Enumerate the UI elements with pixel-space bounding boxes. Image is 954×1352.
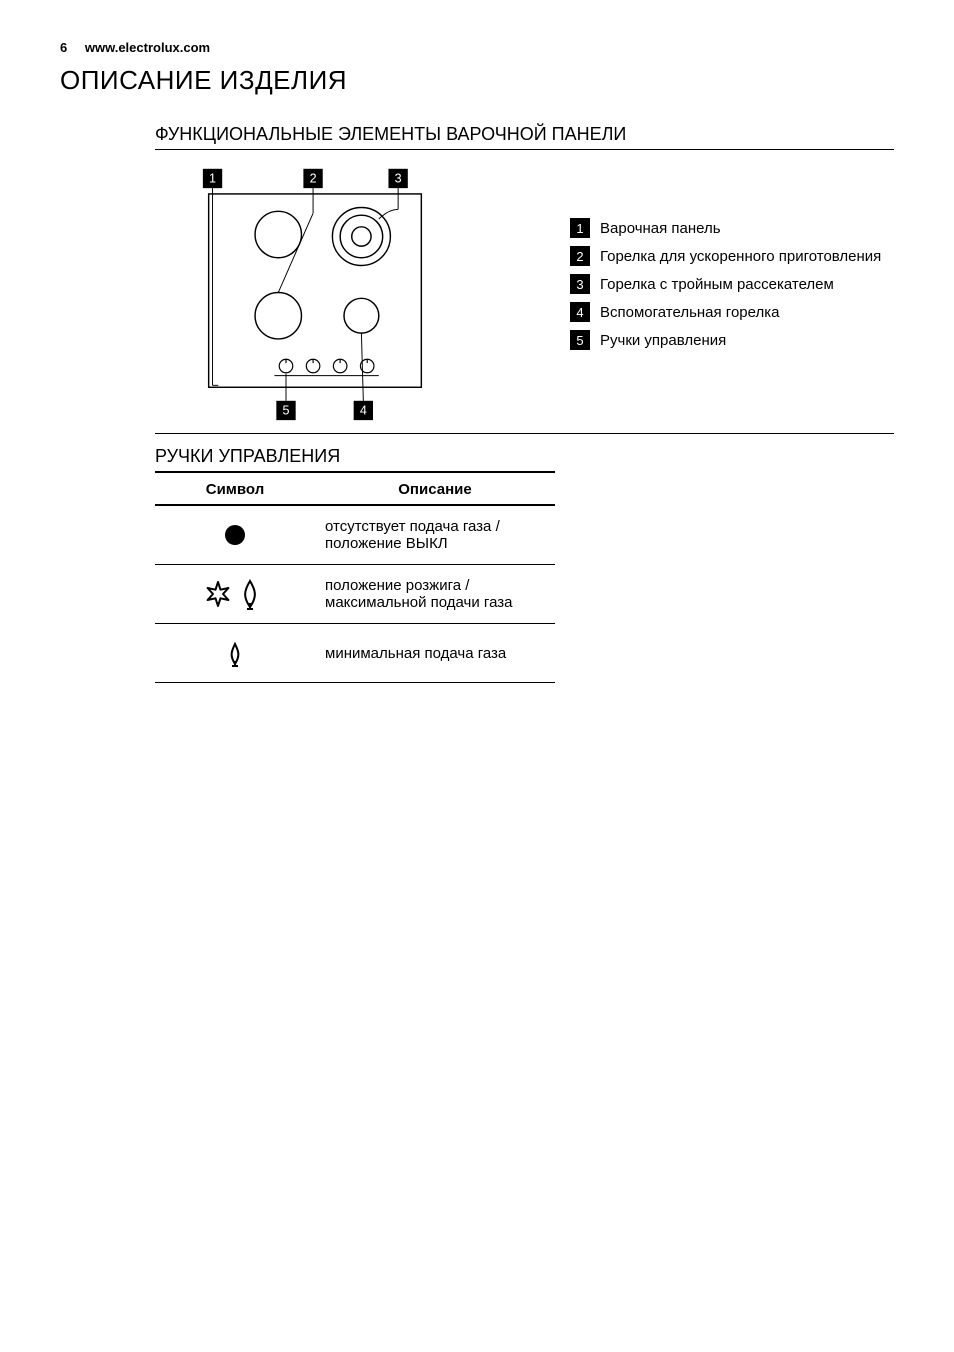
hob-diagram: 1 2 3 5 4 xyxy=(170,162,460,425)
legend-text: Горелка с тройным рассекателем xyxy=(600,276,834,293)
table-row: положение розжи­га / максимальной подачи… xyxy=(155,565,555,624)
spark-and-large-flame-icon xyxy=(190,573,280,615)
table-header-symbol: Символ xyxy=(155,472,315,505)
site-url: www.electrolux.com xyxy=(85,40,210,55)
filled-circle-icon xyxy=(190,514,280,556)
legend-badge: 5 xyxy=(570,330,590,350)
legend-list: 1 Варочная панель 2 Горелка для ускоренного… xyxy=(570,162,881,358)
legend-badge: 4 xyxy=(570,302,590,322)
section-knobs-heading: РУЧКИ УПРАВЛЕНИЯ xyxy=(155,446,894,467)
symbol-cell xyxy=(155,624,315,683)
symbol-cell xyxy=(155,565,315,624)
divider xyxy=(155,433,894,434)
svg-text:2: 2 xyxy=(310,171,317,185)
desc-cell: положение розжи­га / максимальной подачи… xyxy=(315,565,555,624)
page-header: 6 www.electrolux.com xyxy=(60,40,894,55)
svg-text:5: 5 xyxy=(283,403,290,417)
legend-text: Варочная панель xyxy=(600,220,721,237)
legend-item: 1 Варочная панель xyxy=(570,218,881,238)
main-title: ОПИСАНИЕ ИЗДЕЛИЯ xyxy=(60,65,894,96)
functional-content: 1 2 3 5 4 1 Варочная панель 2 Горелка для ускор… xyxy=(170,162,894,425)
divider xyxy=(155,149,894,150)
table-row: минимальная пода­ча газа xyxy=(155,624,555,683)
legend-item: 4 Вспомогательная горелка xyxy=(570,302,881,322)
legend-text: Вспомогательная горелка xyxy=(600,304,779,321)
legend-item: 5 Ручки управления xyxy=(570,330,881,350)
svg-text:4: 4 xyxy=(360,403,367,417)
legend-item: 3 Горелка с тройным рассекателем xyxy=(570,274,881,294)
svg-text:1: 1 xyxy=(209,171,216,185)
legend-badge: 3 xyxy=(570,274,590,294)
desc-cell: минимальная пода­ча газа xyxy=(315,624,555,683)
legend-badge: 2 xyxy=(570,246,590,266)
svg-text:3: 3 xyxy=(395,171,402,185)
symbol-cell xyxy=(155,505,315,565)
desc-cell: отсутствует подача газа / положение ВЫКЛ xyxy=(315,505,555,565)
small-flame-icon xyxy=(190,632,280,674)
page-number: 6 xyxy=(60,40,67,55)
section-functional-heading: ФУНКЦИОНАЛЬНЫЕ ЭЛЕМЕНТЫ ВАРОЧНОЙ ПАНЕЛИ xyxy=(155,124,894,145)
table-row: отсутствует подача газа / положение ВЫКЛ xyxy=(155,505,555,565)
legend-item: 2 Горелка для ускоренного приготовления xyxy=(570,246,881,266)
legend-text: Ручки управления xyxy=(600,332,726,349)
knob-symbol-table: Символ Описание отсутствует подача газа … xyxy=(155,471,555,683)
page-body: 6 www.electrolux.com ОПИСАНИЕ ИЗДЕЛИЯ ФУ… xyxy=(0,0,954,723)
legend-badge: 1 xyxy=(570,218,590,238)
table-header-desc: Описание xyxy=(315,472,555,505)
legend-text: Горелка для ускоренного приготовления xyxy=(600,248,881,265)
